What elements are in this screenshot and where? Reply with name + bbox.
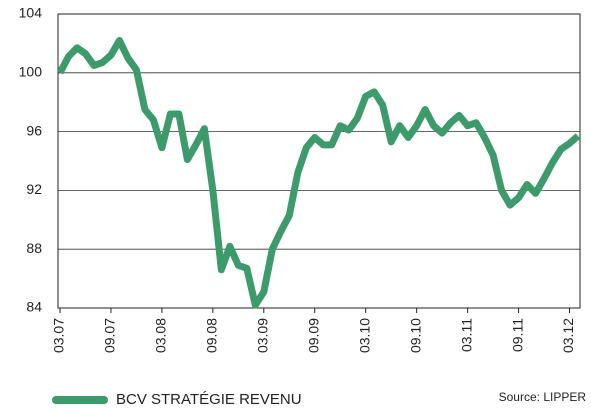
x-tick-label: 09.07 [102, 318, 118, 353]
y-tick-label: 100 [19, 64, 43, 80]
y-tick-label: 88 [26, 240, 42, 256]
y-tick-label: 84 [26, 299, 42, 315]
x-tick-label: 03.11 [458, 318, 474, 352]
x-tick-label: 03.10 [356, 318, 372, 353]
series-line [56, 36, 581, 309]
x-tick-label: 09.09 [305, 318, 321, 353]
y-tick-label: 96 [26, 122, 42, 138]
source: Source: LIPPER [499, 390, 587, 404]
x-tick-label: 03.08 [153, 318, 169, 353]
x-tick-label: 09.08 [204, 318, 220, 353]
x-tick-label: 03.12 [560, 318, 576, 353]
plot-frame [57, 13, 581, 309]
legend-label: BCV STRATÉGIE REVENU [116, 391, 302, 408]
x-tick-label: 03.09 [255, 318, 271, 353]
x-tick-label: 03.07 [51, 318, 67, 353]
x-tick-label: 09.11 [509, 318, 525, 352]
x-tick-label: 09.10 [407, 318, 423, 353]
y-tick-label: 92 [26, 181, 42, 197]
y-tick-label: 104 [19, 5, 43, 21]
